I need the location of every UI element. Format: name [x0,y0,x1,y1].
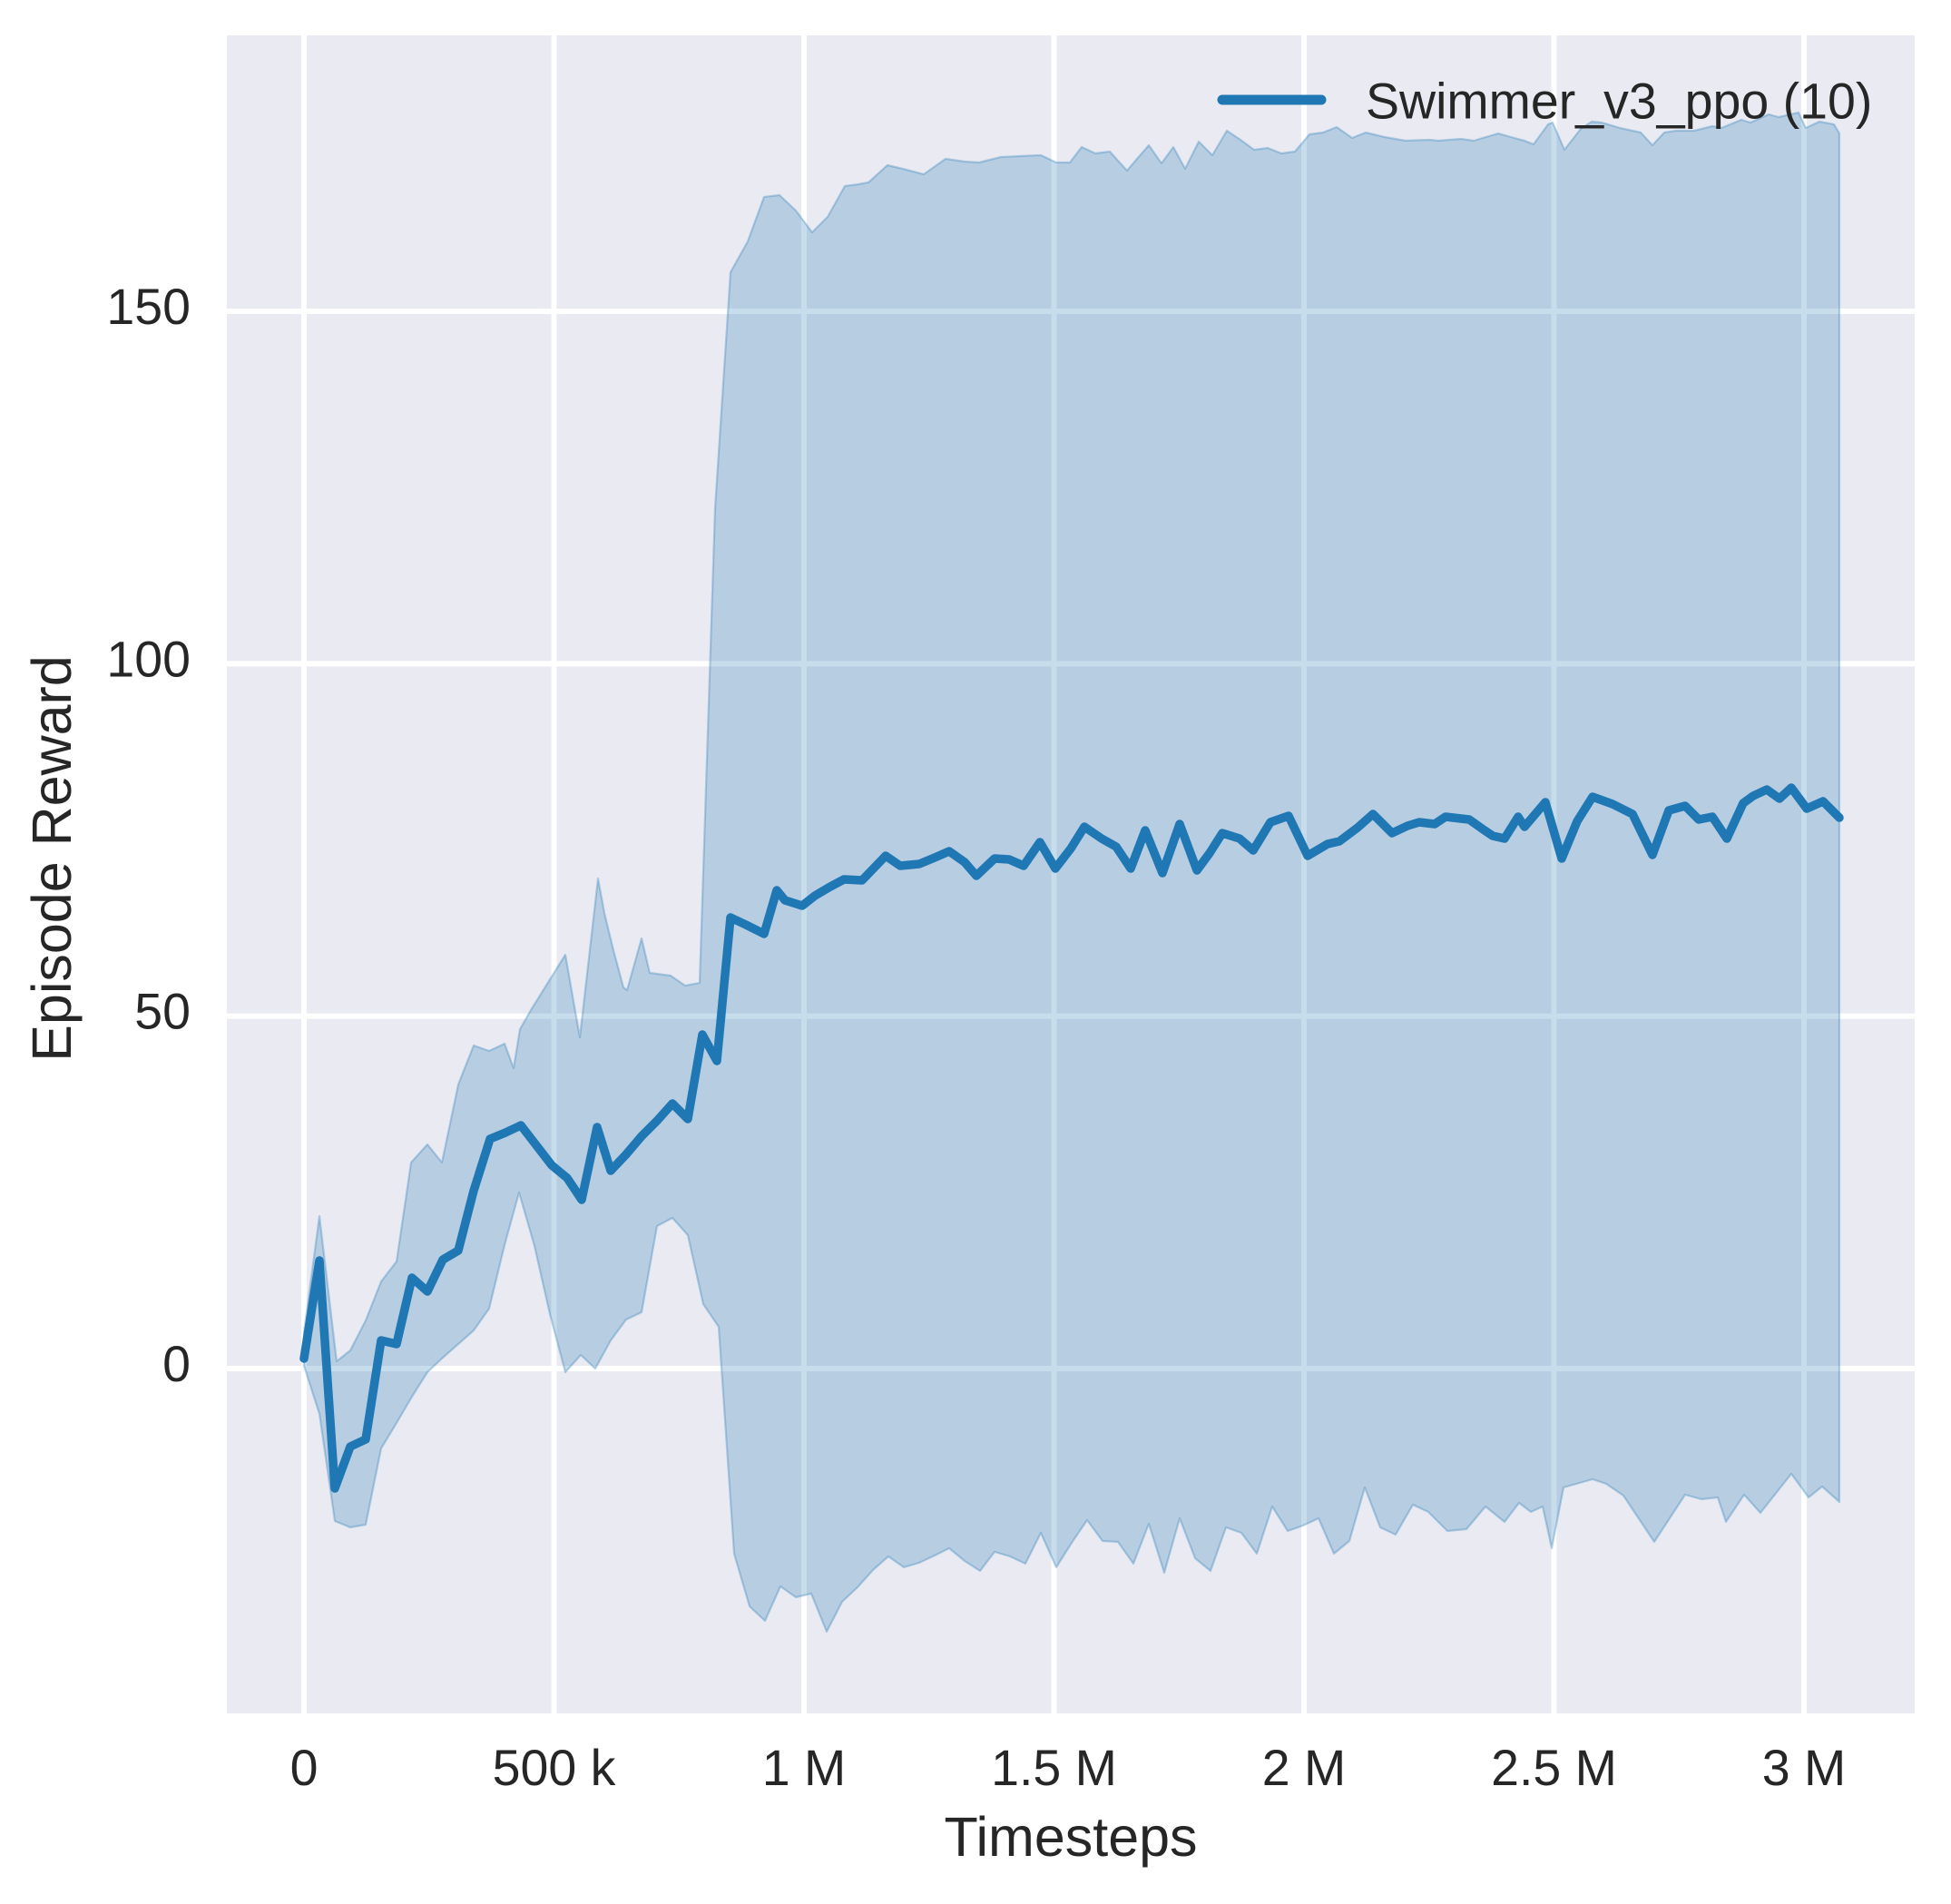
svg-text:Episode Reward: Episode Reward [21,655,83,1062]
svg-text:Swimmer_v3_ppo (10): Swimmer_v3_ppo (10) [1366,74,1872,130]
svg-text:2 M: 2 M [1262,1740,1347,1796]
svg-text:150: 150 [106,279,191,335]
svg-text:0: 0 [162,1336,191,1392]
svg-text:1 M: 1 M [762,1740,847,1796]
svg-text:0: 0 [290,1740,319,1796]
svg-text:100: 100 [106,631,191,687]
svg-text:1.5 M: 1.5 M [991,1740,1117,1796]
svg-text:3 M: 3 M [1762,1740,1847,1796]
svg-text:Timesteps: Timesteps [944,1806,1197,1868]
svg-text:500 k: 500 k [493,1740,616,1796]
svg-text:50: 50 [134,984,191,1040]
svg-text:2.5 M: 2.5 M [1491,1740,1617,1796]
